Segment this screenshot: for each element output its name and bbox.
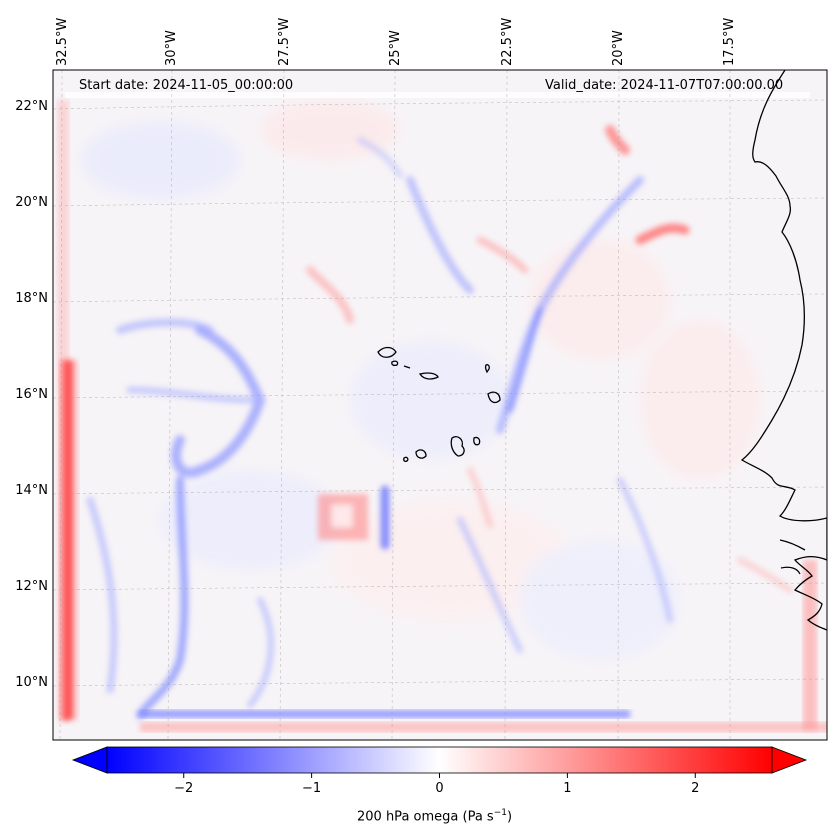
map-frame (52, 69, 828, 741)
colorbar-tick-label: −2 (174, 781, 194, 796)
colorbar-label-superscript: −1 (493, 808, 507, 818)
omega-field (53, 70, 827, 740)
colorbar-tick-label: 0 (435, 781, 444, 796)
lat-label-12n: 12°N (15, 579, 48, 594)
coastline (740, 70, 827, 631)
lon-label-20w: 20°W (611, 30, 626, 66)
lon-label-22-5w: 22.5°W (500, 17, 515, 66)
colorbar-tick-label: 1 (563, 781, 572, 796)
lon-label-27-5w: 27.5°W (277, 17, 292, 66)
start-date-label: Start date: 2024-11-05_00:00:00 (79, 78, 294, 93)
colorbar-tick-label: 2 (691, 781, 700, 796)
lat-label-10n: 10°N (15, 675, 48, 690)
colorbar-extend-max (771, 746, 808, 774)
colorbar-body (106, 746, 773, 774)
colorbar-label-close: ) (506, 809, 513, 825)
lat-label-16n: 16°N (15, 387, 48, 402)
colorbar-tick-label: −1 (302, 781, 322, 796)
lon-label-32-5w: 32.5°W (55, 17, 70, 66)
colorbar-label: 200 hPa omega (Pa s−1) (357, 808, 512, 824)
lon-label-25w: 25°W (388, 30, 403, 66)
lat-label-14n: 14°N (15, 483, 48, 498)
cape-verde-islands (377, 346, 501, 463)
lon-label-17-5w: 17.5°W (722, 17, 737, 66)
valid-date-label: Valid_date: 2024-11-07T07:00:00.00 (545, 78, 784, 93)
lat-label-20n: 20°N (15, 195, 48, 210)
lat-label-18n: 18°N (15, 291, 48, 306)
lat-label-22n: 22°N (15, 99, 48, 114)
colorbar-extend-min (71, 746, 108, 774)
lon-label-30w: 30°W (164, 30, 179, 66)
colorbar-label-text: 200 hPa omega (Pa s (357, 809, 494, 825)
graticule (53, 70, 827, 740)
colorbar (71, 746, 808, 778)
